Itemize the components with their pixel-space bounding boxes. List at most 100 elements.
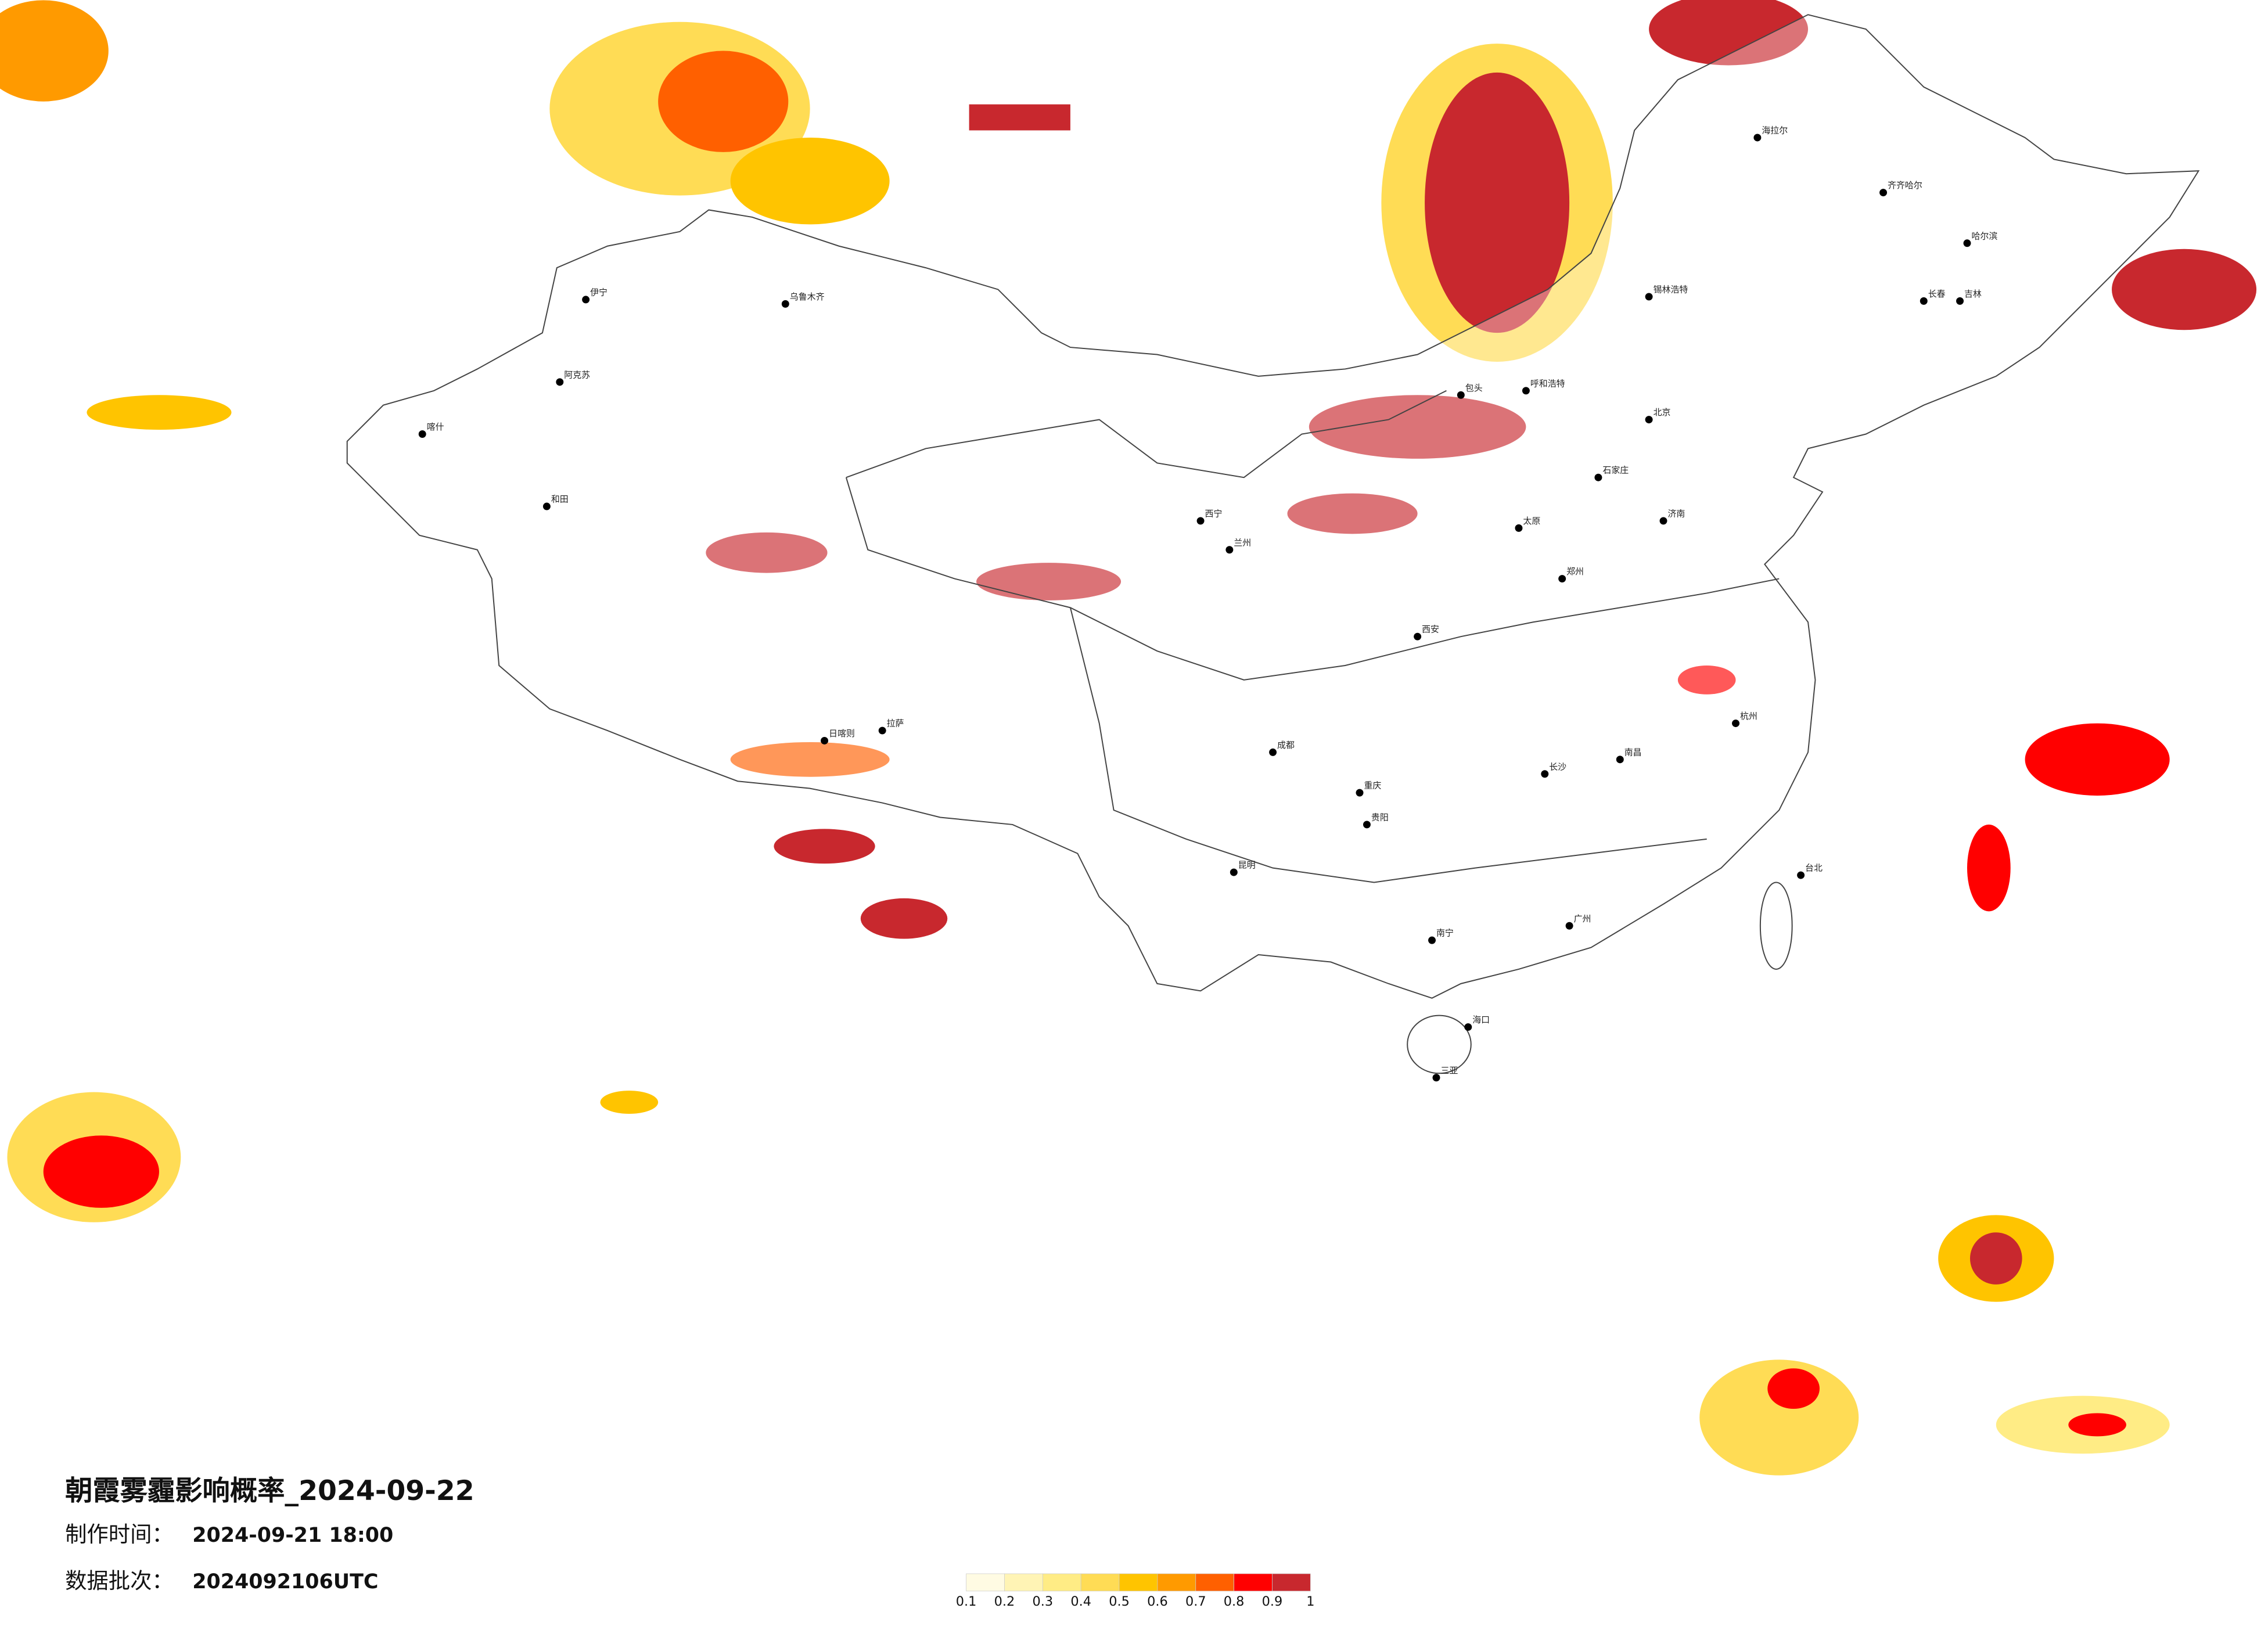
city-dot: [418, 430, 426, 438]
island-outline: [1407, 1015, 1472, 1074]
legend: 0.1 0.2 0.3 0.4 0.5 0.6 0.7 0.8 0.9 1: [956, 1573, 1314, 1609]
city-dot: [1230, 868, 1238, 876]
city-label: 和田: [551, 494, 569, 505]
city-label: 昆明: [1238, 860, 1256, 870]
city-label: 石家庄: [1602, 465, 1629, 476]
city-dot: [1457, 391, 1465, 399]
haze-area: [1767, 1368, 1820, 1409]
city-label: 南宁: [1436, 928, 1454, 938]
city-label: 拉萨: [887, 718, 904, 729]
production-time-label: 制作时间：: [65, 1521, 174, 1547]
city-dot: [1645, 416, 1653, 424]
city-dot: [1616, 756, 1624, 764]
city-dot: [1196, 517, 1205, 525]
city-dot: [1464, 1023, 1472, 1031]
city-label: 伊宁: [590, 287, 608, 297]
city-label: 杭州: [1740, 711, 1757, 721]
haze-area: [1969, 1232, 2022, 1285]
haze-area: [774, 829, 875, 864]
haze-area: [600, 1091, 659, 1114]
haze-area: [1677, 665, 1736, 695]
city-label: 哈尔滨: [1971, 231, 1997, 241]
boundaries: [346, 14, 2200, 1074]
city-dot: [1515, 524, 1523, 532]
map-title: 朝霞雾霾影响概率_2024-09-22: [65, 1475, 475, 1507]
legend-swatch: [966, 1573, 1005, 1592]
city-label: 吉林: [1964, 289, 1982, 299]
haze-area: [976, 563, 1122, 600]
province-border: [845, 477, 1780, 681]
city-dot: [1753, 134, 1762, 142]
city-dot: [1963, 239, 1971, 247]
legend-tick-label: 0.3: [1033, 1594, 1054, 1609]
haze-area: [706, 532, 828, 573]
haze-area: [2068, 1413, 2126, 1437]
city-dot: [821, 737, 829, 744]
city-dot: [1594, 473, 1602, 481]
city-dot: [1541, 770, 1549, 778]
legend-swatch: [1234, 1573, 1273, 1592]
city-dot: [1522, 387, 1530, 395]
city-label: 兰州: [1234, 537, 1251, 548]
city-label: 阿克苏: [564, 369, 590, 380]
data-batch: 2024092106UTC: [192, 1570, 378, 1593]
city-dot: [1558, 575, 1566, 583]
city-dot: [1920, 297, 1928, 305]
data-batch-label: 数据批次：: [65, 1568, 174, 1593]
haze-area: [730, 742, 890, 777]
city-label: 海口: [1472, 1015, 1490, 1025]
city-dot: [1565, 922, 1573, 930]
legend-tick-label: 0.5: [1109, 1594, 1130, 1609]
province-border: [1069, 607, 1707, 883]
city-label: 济南: [1667, 508, 1685, 519]
legend-swatch: [1042, 1573, 1081, 1592]
city-label: 北京: [1654, 407, 1671, 418]
island-outline: [1759, 882, 1793, 970]
city-dot: [1363, 821, 1371, 829]
city-label: 成都: [1277, 740, 1295, 750]
city-label: 重庆: [1364, 780, 1381, 791]
haze-area: [658, 51, 789, 152]
haze-area: [1967, 824, 2011, 912]
city-dot: [542, 502, 551, 510]
legend-swatch: [1004, 1573, 1043, 1592]
city-dot: [556, 378, 564, 386]
city-dot: [1414, 632, 1422, 641]
haze-area: [969, 104, 1070, 131]
city-label: 日喀则: [829, 728, 855, 739]
city-dot: [878, 726, 886, 735]
city-dot: [1225, 546, 1234, 554]
legend-tick-label: 0.1: [956, 1594, 977, 1609]
haze-area: [860, 898, 948, 939]
province-border: [846, 390, 1447, 479]
legend-tick-label: 0.6: [1147, 1594, 1168, 1609]
legend-swatch: [1157, 1573, 1196, 1592]
city-label: 乌鲁木齐: [790, 292, 825, 302]
city-label: 喀什: [427, 422, 444, 432]
haze-area: [1649, 0, 1809, 66]
legend-tick-label: 0.9: [1262, 1594, 1283, 1609]
city-label: 太原: [1523, 516, 1540, 526]
city-dot: [1356, 789, 1364, 797]
haze-area: [1309, 395, 1526, 459]
legend-tick-label: 0.2: [994, 1594, 1015, 1609]
city-label: 广州: [1574, 913, 1591, 924]
haze-field: [0, 0, 2257, 1476]
legend-swatch: [1119, 1573, 1158, 1592]
city-dot: [582, 296, 590, 304]
haze-area: [43, 1135, 159, 1208]
city-label: 南昌: [1624, 747, 1642, 757]
legend-swatch: [1080, 1573, 1120, 1592]
city-label: 呼和浩特: [1530, 378, 1565, 388]
production-time: 2024-09-21 18:00: [192, 1524, 393, 1547]
city-dot: [1428, 936, 1436, 944]
city-label: 锡林浩特: [1654, 284, 1688, 294]
legend-swatch: [1195, 1573, 1234, 1592]
haze-area: [2112, 249, 2257, 330]
city-label: 台北: [1805, 863, 1823, 873]
haze-area: [87, 395, 232, 430]
haze-area: [1287, 493, 1418, 534]
